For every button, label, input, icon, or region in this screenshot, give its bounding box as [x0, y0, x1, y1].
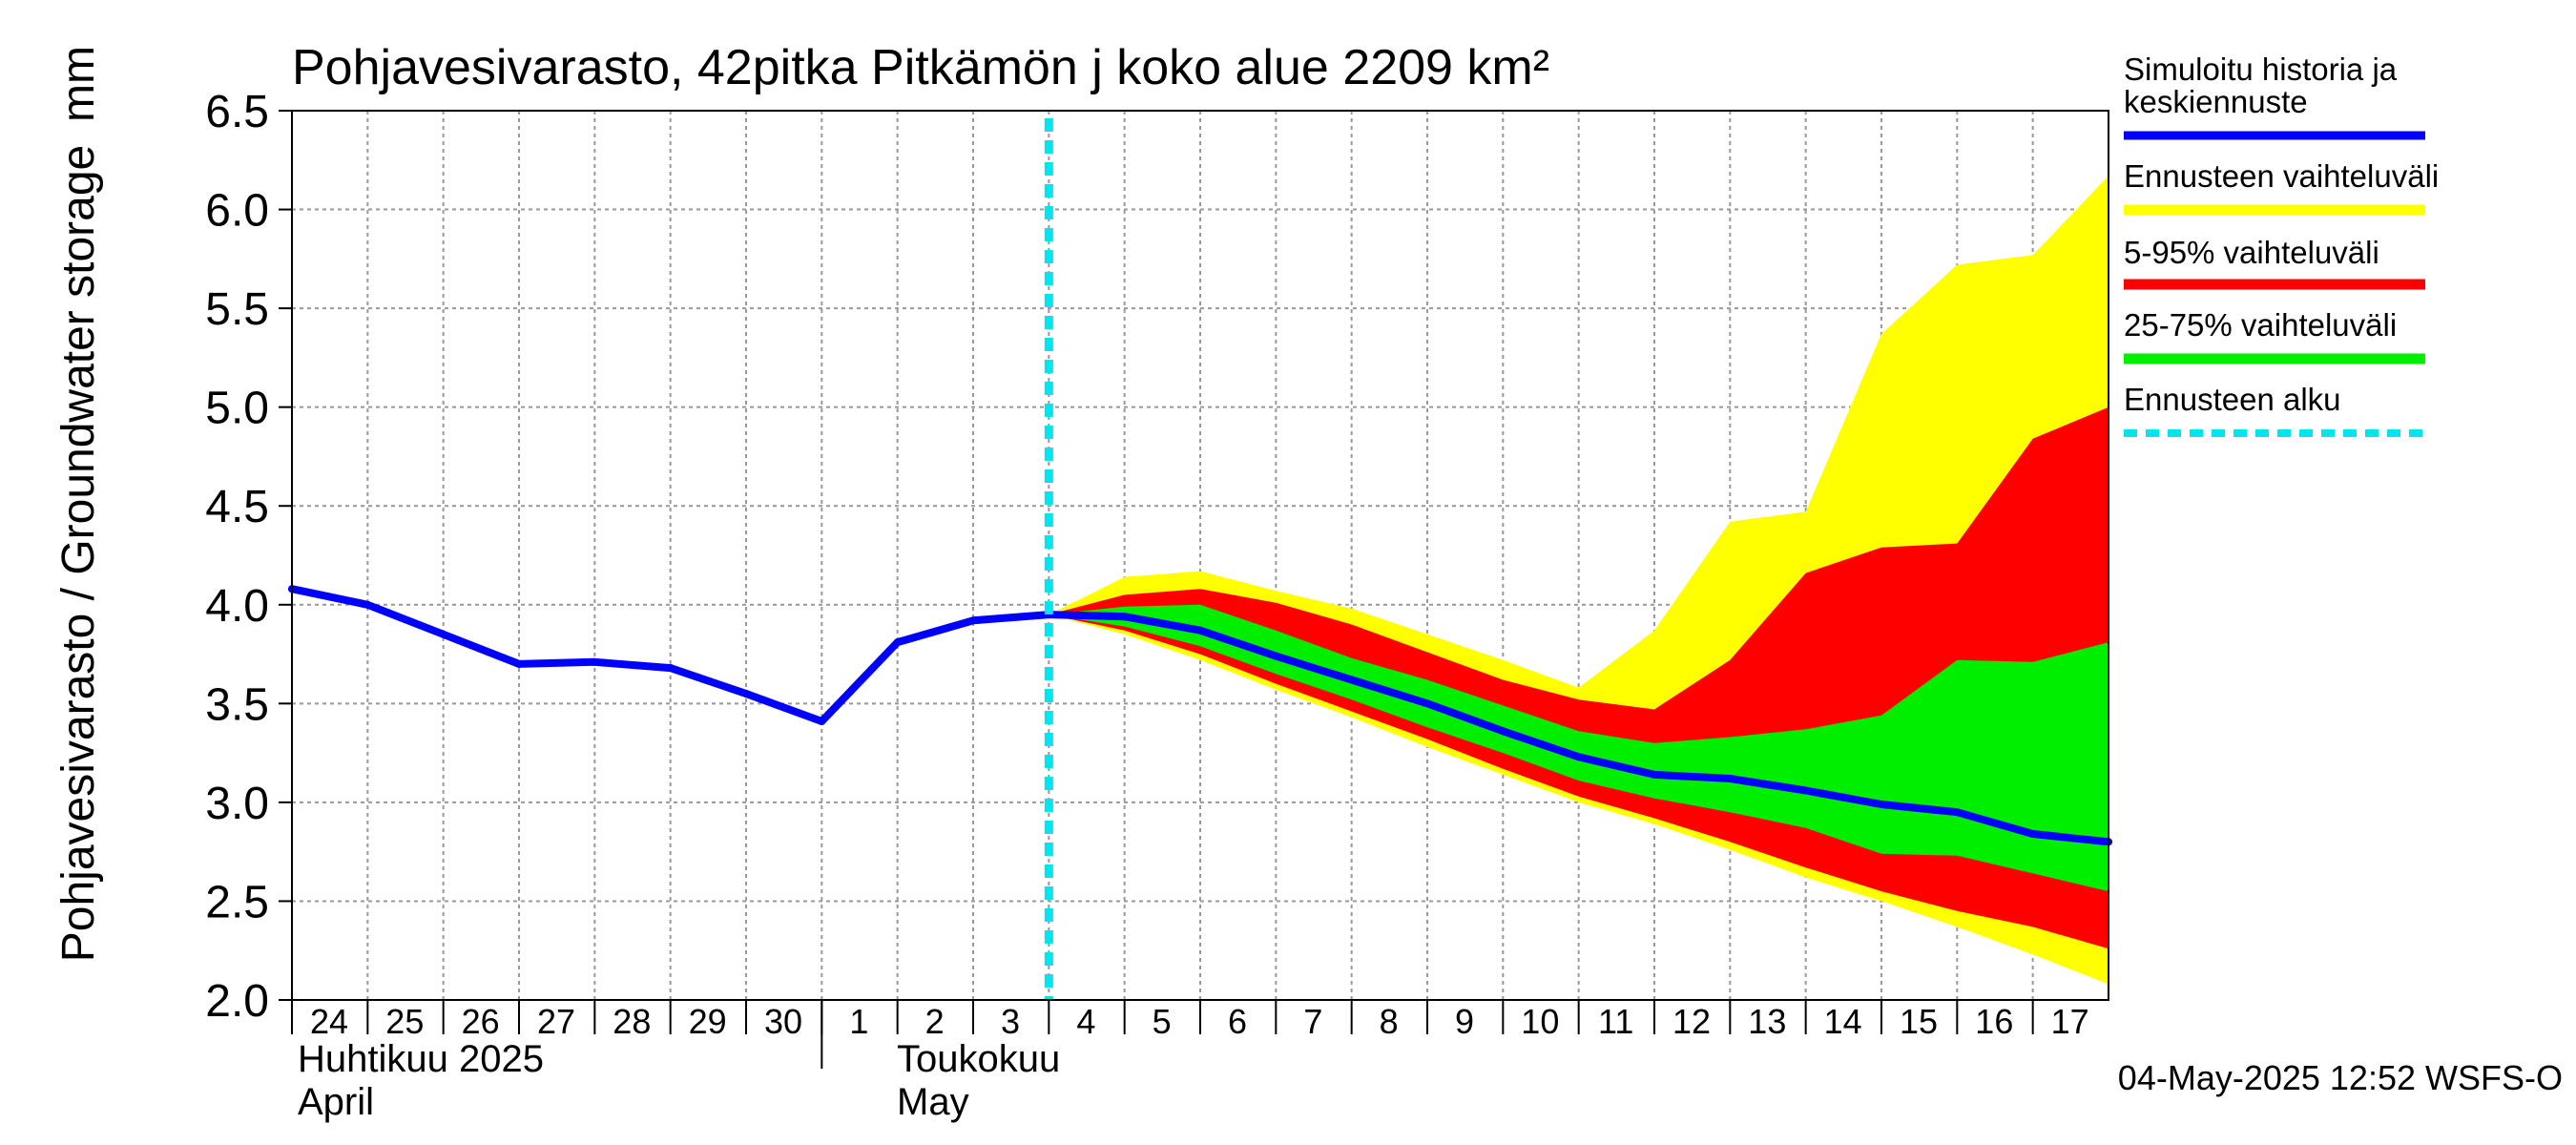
- y-tick-label: 6.0: [205, 186, 269, 237]
- legend-label-5-95: 5-95% vaihteluväli: [2124, 235, 2379, 270]
- x-tick-label: 2: [925, 1002, 945, 1041]
- median-point: [1120, 613, 1129, 621]
- x-tick-label: 4: [1076, 1002, 1095, 1041]
- chart-title: Pohjavesivarasto, 42pitka Pitkämön j kok…: [292, 40, 1549, 95]
- median-point: [1651, 770, 1658, 779]
- x-tick-label: 13: [1748, 1002, 1786, 1041]
- y-axis-unit: mm: [53, 46, 104, 122]
- x-tick-label: 26: [462, 1002, 500, 1041]
- y-tick-label: 6.5: [205, 87, 269, 137]
- x-tick-label: 29: [689, 1002, 727, 1041]
- legend-label-history-line1: Simuloitu historia ja: [2124, 52, 2398, 87]
- history-point: [969, 616, 977, 625]
- median-point: [1499, 727, 1507, 736]
- y-tick-label: 3.5: [205, 679, 269, 730]
- legend-label-history-line2: keskiennuste: [2124, 84, 2308, 119]
- history-point: [515, 659, 523, 668]
- y-tick-label: 2.0: [205, 976, 269, 1027]
- y-tick-label: 4.5: [205, 482, 269, 532]
- band-25-75: [1049, 604, 2109, 892]
- legend-label-full-range: Ennusteen vaihteluväli: [2124, 158, 2439, 194]
- y-tick-label: 3.0: [205, 779, 269, 829]
- x-tick-label: 30: [764, 1002, 802, 1041]
- x-tick-label: 25: [385, 1002, 424, 1041]
- x-tick-label: 3: [1001, 1002, 1020, 1041]
- median-point: [1878, 800, 1885, 808]
- series-lines: [288, 118, 2112, 1000]
- month-label-april-en: April: [298, 1081, 374, 1123]
- axes: 2.02.53.03.54.04.55.05.56.06.524 25 26 27 28…: [205, 87, 2088, 1123]
- legend-label-25-75: 25-75% vaihteluväli: [2124, 307, 2397, 343]
- x-tick-label: 7: [1303, 1002, 1322, 1041]
- history-point: [818, 717, 826, 725]
- median-point: [1423, 699, 1431, 708]
- footer-timestamp: 04-May-2025 12:52 WSFS-O: [2118, 1058, 2563, 1097]
- x-tick-label: 10: [1521, 1002, 1559, 1041]
- history-point: [666, 664, 675, 673]
- x-tick-label: 1: [849, 1002, 868, 1041]
- x-tick-label: 28: [613, 1002, 651, 1041]
- x-tick-label: 27: [537, 1002, 575, 1041]
- x-tick-label: 11: [1598, 1002, 1633, 1041]
- month-label-may-en: May: [897, 1081, 969, 1123]
- history-point: [591, 657, 599, 666]
- median-point: [1272, 652, 1280, 660]
- median-point: [1196, 626, 1204, 635]
- history-point: [893, 638, 902, 647]
- median-point: [1726, 775, 1735, 783]
- median-point: [2028, 830, 2037, 839]
- median-point: [1347, 676, 1356, 684]
- grid: [292, 111, 2109, 1000]
- x-tick-label: 17: [2051, 1002, 2089, 1041]
- x-tick-label: 12: [1672, 1002, 1711, 1041]
- x-tick-label: 9: [1455, 1002, 1474, 1041]
- x-tick-label: 14: [1824, 1002, 1862, 1041]
- x-tick-label: 15: [1900, 1002, 1938, 1041]
- median-point: [1953, 808, 1962, 817]
- y-tick-label: 2.5: [205, 877, 269, 927]
- x-tick-label: 6: [1228, 1002, 1247, 1041]
- y-tick-label: 5.0: [205, 384, 269, 434]
- history-point: [364, 600, 372, 609]
- forecast-bands: [1049, 176, 2109, 985]
- median-point: [1574, 753, 1583, 761]
- median-point: [1801, 786, 1810, 795]
- x-tick-label: 8: [1380, 1002, 1399, 1041]
- history-point: [742, 689, 750, 697]
- legend-label-forecast-start: Ennusteen alku: [2124, 382, 2341, 417]
- x-tick-label: 16: [1975, 1002, 2013, 1041]
- x-tick-label: 24: [310, 1002, 348, 1041]
- y-axis-label: Pohjavesivarasto / Groundwater storage: [53, 145, 104, 962]
- y-tick-label: 5.5: [205, 284, 269, 335]
- month-label-may-fi: Toukokuu: [897, 1038, 1060, 1080]
- month-label-april-fi: Huhtikuu 2025: [298, 1038, 544, 1080]
- x-tick-label: 5: [1153, 1002, 1172, 1041]
- history-point: [439, 630, 447, 638]
- y-tick-label: 4.0: [205, 581, 269, 632]
